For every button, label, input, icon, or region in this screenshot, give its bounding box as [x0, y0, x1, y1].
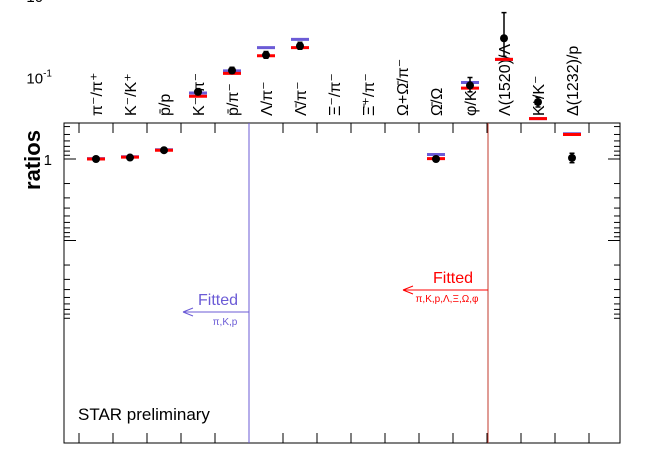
data-point [296, 41, 304, 50]
category-label: Λ/π⁻ [259, 81, 276, 116]
star-preliminary-watermark: STAR preliminary [78, 405, 210, 424]
data-point [534, 98, 542, 107]
plot-frame [63, 122, 621, 444]
category-label: K⁻/K⁺ [123, 73, 140, 116]
category-label: Λ(1520)/Λ [497, 44, 514, 116]
category-label: Ξ̄⁺/π⁻ [361, 73, 378, 116]
data-point [160, 146, 168, 155]
red-fit-sub: π,K,p,Λ,Ξ,Ω,φ [416, 294, 479, 305]
category-labels: π⁻/π⁺K⁻/K⁺p̄/pK⁻/π⁻p̄/π⁻Λ/π⁻Λ̄/π⁻Ξ⁻/π⁻Ξ̄… [89, 44, 582, 116]
category-label: p̄/π⁻ [225, 83, 242, 116]
category-label: Δ(1232)/p [565, 46, 582, 116]
y-tick-label: 1 [44, 152, 52, 169]
y-tick-label: 10-2 [26, 0, 52, 6]
category-label: π⁻/π⁺ [89, 73, 106, 116]
red-fit-arrowhead [402, 285, 414, 295]
category-label: Ω+Ω̄/π⁻ [395, 59, 412, 116]
axis-ticks [64, 123, 620, 443]
data-point [262, 51, 270, 60]
category-label: Λ̄/π⁻ [293, 81, 310, 116]
category-label: Ω̄/Ω [429, 88, 446, 116]
data-point [194, 87, 202, 96]
annotations: STAR preliminary Fitted π,K,p Fitted π,K… [78, 270, 488, 424]
blue-fit-arrowhead [182, 307, 194, 317]
data-point [126, 153, 134, 162]
category-label: K*/K⁻ [531, 76, 548, 116]
data-point [466, 81, 474, 90]
separator-lines [248, 123, 489, 443]
y-tick-label: 10-1 [26, 69, 52, 88]
data-point [568, 153, 576, 162]
blue-fit-label: Fitted [198, 292, 238, 309]
blue-fit-sub: π,K,p [213, 317, 238, 328]
data-point [228, 66, 236, 75]
category-label: p̄/p [157, 94, 174, 116]
y-tick-labels: 110-110-210-3 [26, 0, 52, 169]
category-label: Ξ⁻/π⁻ [327, 73, 344, 116]
data-point [500, 34, 508, 43]
red-fit-label: Fitted [433, 270, 473, 287]
data-point [92, 155, 100, 163]
data-point [432, 155, 440, 163]
category-label: φ/K⁻ [463, 82, 480, 116]
y-axis-title: ratios [20, 130, 45, 190]
data-marks [87, 11, 581, 164]
